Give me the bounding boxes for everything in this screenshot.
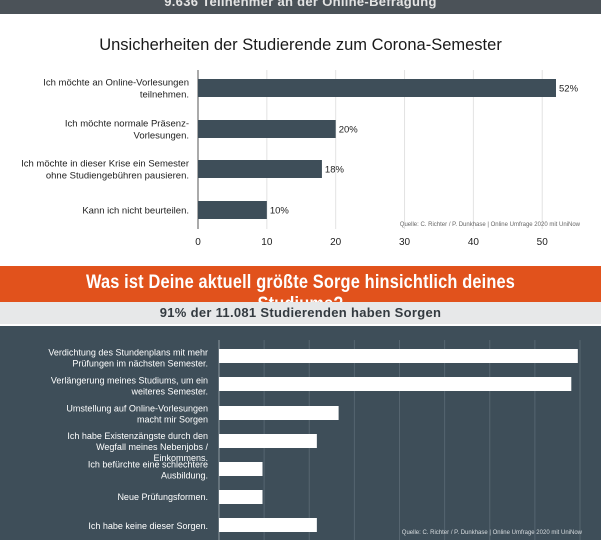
chart2-bar	[219, 349, 578, 363]
question-banner: Was ist Deine aktuell größte Sorge hinsi…	[0, 266, 601, 315]
chart2-category-label: Ich habe keine dieser Sorgen.	[88, 521, 208, 531]
subtitle-band: 91% der 11.081 Studierenden haben Sorgen	[0, 302, 601, 324]
participants-count-text: 9.636 Teilnehmer an der Online-Befragung	[164, 0, 437, 9]
chart1-value-label: 20%	[339, 125, 359, 136]
chart2-bar	[219, 462, 263, 476]
chart2-bar	[219, 377, 572, 391]
chart2-source-note: Quelle: C. Richter / P. Dunkhase | Onlin…	[402, 530, 583, 536]
chart1-bar	[198, 120, 336, 138]
chart1-value-label: 10%	[270, 206, 290, 217]
chart2-bar	[219, 518, 317, 532]
chart2-category-label: Ich befürchte eine schlechtere Ausbildung…	[88, 460, 208, 481]
chart1-value-label: 52%	[559, 84, 579, 95]
chart1-category-label: Kann ich nicht beurteilen.	[82, 205, 189, 216]
chart2-category-label: Verlängerung meines Studiums, um ein weit…	[51, 376, 208, 397]
chart1-x-tick-label: 20	[330, 237, 342, 248]
chart2-bar	[219, 434, 317, 448]
chart2-bar	[219, 406, 339, 420]
chart1-title: Unsicherheiten der Studierende zum Coron…	[99, 36, 502, 54]
chart1-x-tick-label: 10	[261, 237, 273, 248]
chart2-category-label: Ich habe Existenzängste durch den Wegfall…	[67, 431, 208, 463]
chart2-category-label: Neue Prüfungsformen.	[117, 492, 208, 502]
chart1-value-label: 18%	[325, 165, 345, 176]
chart1-x-tick-label: 0	[195, 237, 201, 248]
chart1-bar	[198, 160, 322, 178]
chart1-category-label: Ich möchte normale Präsenz-Vorlesungen.	[65, 118, 189, 141]
chart2-category-label: Umstellung auf Online-Vorlesungen macht m…	[66, 404, 208, 425]
chart1-source-note: Quelle: C. Richter / P. Dunkhase | Onlin…	[400, 222, 581, 228]
chart1-x-tick-label: 50	[537, 237, 549, 248]
chart1-x-tick-label: 30	[399, 237, 411, 248]
chart2-bar	[219, 490, 263, 504]
chart2-category-label: Verdichtung des Stundenplans mit mehr Prü…	[48, 348, 208, 369]
chart1-bar	[198, 201, 267, 219]
chart1-bar	[198, 79, 556, 97]
students-worried-subtitle: 91% der 11.081 Studierenden haben Sorgen	[159, 305, 442, 320]
chart1-x-tick-label: 40	[468, 237, 480, 248]
top-header-band: 9.636 Teilnehmer an der Online-Befragung	[0, 0, 601, 14]
chart1-category-label: Ich möchte in dieser Krise ein Semester o…	[21, 158, 189, 181]
chart1-category-label: Ich möchte an Online-Vorlesungen teilnehm…	[43, 77, 189, 100]
